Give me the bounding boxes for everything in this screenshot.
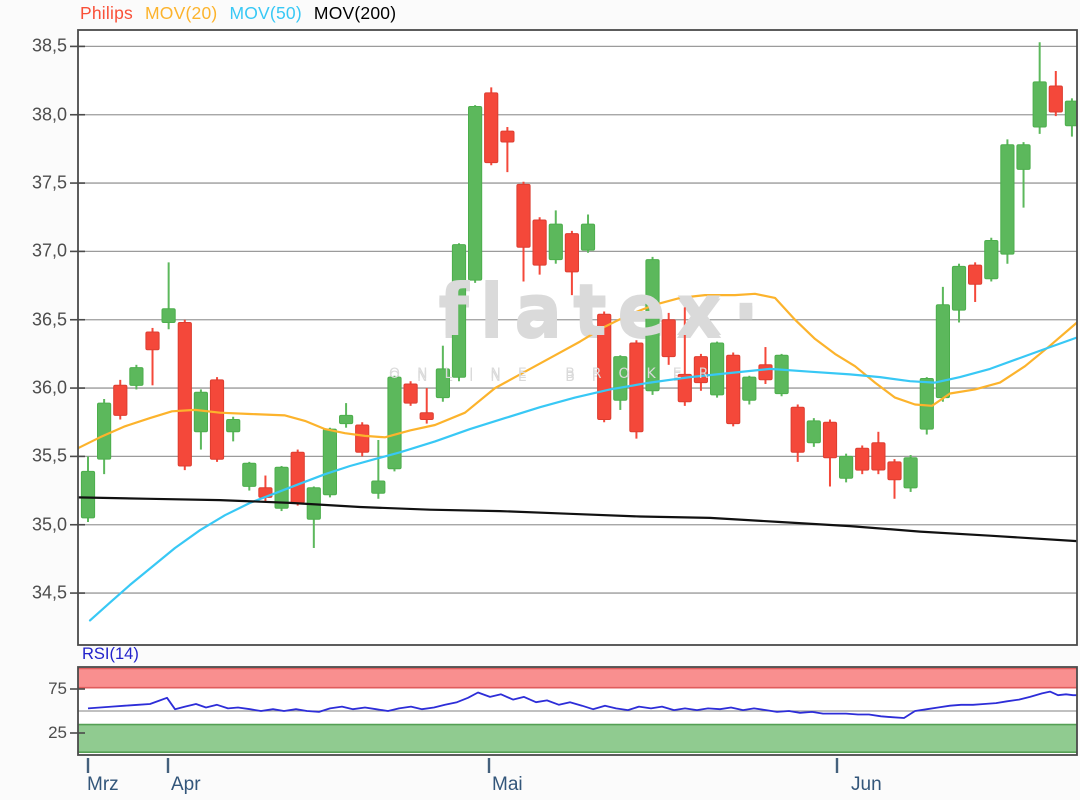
chart-legend: Philips MOV(20) MOV(50) MOV(200) <box>80 3 403 24</box>
candle-body <box>290 451 305 504</box>
rsi-oversold-band <box>78 723 1077 753</box>
rsi-line <box>87 690 1077 719</box>
legend-mov50: MOV(50) <box>229 3 302 23</box>
rsi-indicator-label: RSI(14) <box>82 645 139 663</box>
y-axis-label: 38,5 <box>31 35 67 56</box>
candle-body <box>774 354 789 395</box>
watermark-tagline: ONLINE BROKER <box>389 366 726 382</box>
candle-body <box>419 412 434 421</box>
candle-body <box>177 322 192 467</box>
x-axis-month-label: Mai <box>492 774 523 795</box>
candle-body <box>855 447 870 471</box>
y-axis-label: 37,0 <box>31 240 67 261</box>
candle-body <box>951 265 967 311</box>
candle-body <box>613 356 628 401</box>
y-axis-label: 35,0 <box>31 514 67 535</box>
y-axis-label: 37,5 <box>31 172 67 193</box>
candle-body <box>1016 144 1031 170</box>
candle-body <box>790 406 805 453</box>
candlestick-series <box>80 42 1077 548</box>
svg-text:ONLINE BROKER: ONLINE BROKER <box>389 369 725 385</box>
price-y-ticks <box>70 45 85 594</box>
candle-body <box>209 379 225 460</box>
x-axis-ticks <box>86 758 839 773</box>
candle-body <box>887 461 902 481</box>
candle-body <box>580 223 596 251</box>
candle-body <box>484 92 499 164</box>
candle-body <box>435 368 450 399</box>
candle-body <box>903 457 918 489</box>
candle-body <box>645 259 660 392</box>
candle-body <box>677 373 692 403</box>
candle-body <box>339 414 354 425</box>
candle-body <box>129 367 144 386</box>
candle-body <box>742 376 757 401</box>
candle-body <box>564 233 579 273</box>
candle-body <box>242 462 257 487</box>
candle-body <box>758 364 773 381</box>
candle-body <box>371 480 386 494</box>
x-axis-month-label: Mrz <box>87 774 119 795</box>
candle-body <box>516 183 531 248</box>
candle-body <box>532 219 547 266</box>
rsi-lower-label: 25 <box>48 723 67 742</box>
candle-body <box>387 376 402 470</box>
candle-body <box>871 442 886 471</box>
price-pane-border <box>77 29 1078 646</box>
candle-body <box>1032 81 1047 128</box>
candle-body <box>710 342 725 396</box>
legend-mov200: MOV(200) <box>313 3 397 23</box>
candle-body <box>629 342 644 433</box>
candle-body <box>839 455 854 479</box>
candle-body <box>468 106 483 281</box>
candle-body <box>500 130 515 143</box>
candle-body <box>145 331 160 351</box>
candle-body <box>1048 85 1063 113</box>
y-axis-label: 35,5 <box>31 445 67 466</box>
y-axis-label: 36,5 <box>31 309 67 330</box>
x-axis-month-label: Jun <box>851 774 882 795</box>
candle-body <box>355 424 370 453</box>
MOV(50)-line <box>88 336 1077 622</box>
candle-body <box>806 420 821 444</box>
y-axis-label: 38,0 <box>31 104 67 125</box>
candle-body <box>1000 144 1015 255</box>
candle-body <box>548 223 563 261</box>
rsi-pane-border <box>77 666 1078 756</box>
candle-body <box>919 378 934 430</box>
candle-body <box>968 264 983 285</box>
candle-body <box>451 244 467 378</box>
rsi-overbought-band <box>78 667 1077 689</box>
candle-body <box>403 383 418 404</box>
candle-body <box>161 308 176 323</box>
y-axis-label: 36,0 <box>31 377 67 398</box>
candle-body <box>1064 100 1077 127</box>
x-axis-month-label: Apr <box>171 774 201 795</box>
candle-body <box>597 313 612 420</box>
legend-symbol-philips: Philips <box>80 3 133 23</box>
candle-body <box>322 428 337 496</box>
candle-body <box>822 421 838 459</box>
rsi-upper-label: 75 <box>48 679 67 698</box>
candle-body <box>935 304 950 399</box>
candle-body <box>80 470 96 519</box>
legend-mov20: MOV(20) <box>145 3 218 23</box>
candle-body <box>226 419 241 433</box>
MOV(20)-line <box>78 292 1077 450</box>
y-axis-label: 34,5 <box>31 582 67 603</box>
candle-body <box>984 240 999 280</box>
candle-body <box>113 384 128 416</box>
candle-body <box>97 402 112 460</box>
candle-body <box>726 354 741 425</box>
MOV(200)-line <box>78 496 1077 543</box>
candle-body <box>661 319 676 358</box>
watermark-logo: flatex· <box>438 268 770 352</box>
